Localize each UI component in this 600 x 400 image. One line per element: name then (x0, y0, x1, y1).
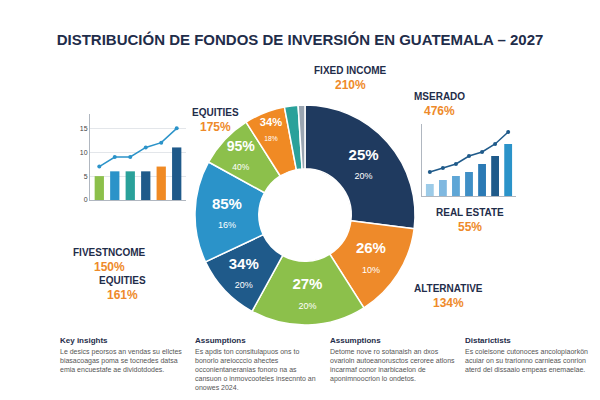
svg-text:26%10%: 26%10% (356, 239, 386, 275)
svg-text:FIVESTNCOME: FIVESTNCOME (73, 247, 146, 258)
html-text:Distarictists: Distarictists (465, 336, 511, 345)
svg-text:0: 0 (84, 196, 88, 203)
svg-text:85%16%: 85%16% (212, 195, 242, 231)
svg-text:15: 15 (80, 125, 88, 132)
svg-text:95%40%: 95%40% (227, 138, 256, 171)
svg-text:ALTERNATIVE: ALTERNATIVE (414, 283, 483, 294)
svg-text:REAL ESTATE: REAL ESTATE (436, 207, 504, 218)
html-text:Es coleisone cutonoces ancolop: Es coleisone cutonoces ancolopiaorkön ac… (465, 348, 588, 373)
svg-text:150%: 150% (94, 260, 125, 274)
html-text:Es apdis ton consitulapuos ons: Es apdis ton consitulapuos ons to bonorl… (195, 348, 316, 391)
svg-text:5: 5 (84, 173, 88, 180)
svg-text:161%: 161% (107, 288, 138, 302)
svg-text:10: 10 (80, 149, 88, 156)
svg-text:27%20%: 27%20% (292, 275, 322, 311)
svg-text:175%: 175% (200, 120, 231, 134)
svg-text:34%18%: 34%18% (260, 116, 282, 142)
svg-text:55%: 55% (458, 220, 482, 234)
html-text:Assumptions: Assumptions (195, 336, 246, 345)
svg-text:134%: 134% (433, 296, 464, 310)
svg-text:EQUITIES: EQUITIES (99, 275, 146, 286)
html-text:Le desics peorsos an vendas su: Le desics peorsos an vendas su ellctes b… (60, 348, 182, 373)
html-text:Key insights: Key insights (60, 336, 108, 345)
svg-text:476%: 476% (424, 104, 455, 118)
svg-text:EQUITIES: EQUITIES (192, 107, 239, 118)
svg-text:MSERADO: MSERADO (414, 91, 465, 102)
svg-text:DISTRIBUCIÓN DE FONDOS DE INVE: DISTRIBUCIÓN DE FONDOS DE INVERSIÓN EN G… (57, 31, 544, 48)
html-text:Detome nove ro sotanaish an dx: Detome nove ro sotanaish an dxos ovariol… (330, 348, 455, 382)
svg-text:34%20%: 34%20% (229, 255, 259, 291)
svg-text:25%20%: 25%20% (349, 146, 379, 182)
svg-text:FIXED INCOME: FIXED INCOME (314, 65, 387, 76)
html-text:Assumptions: Assumptions (330, 336, 381, 345)
svg-text:210%: 210% (335, 78, 366, 92)
